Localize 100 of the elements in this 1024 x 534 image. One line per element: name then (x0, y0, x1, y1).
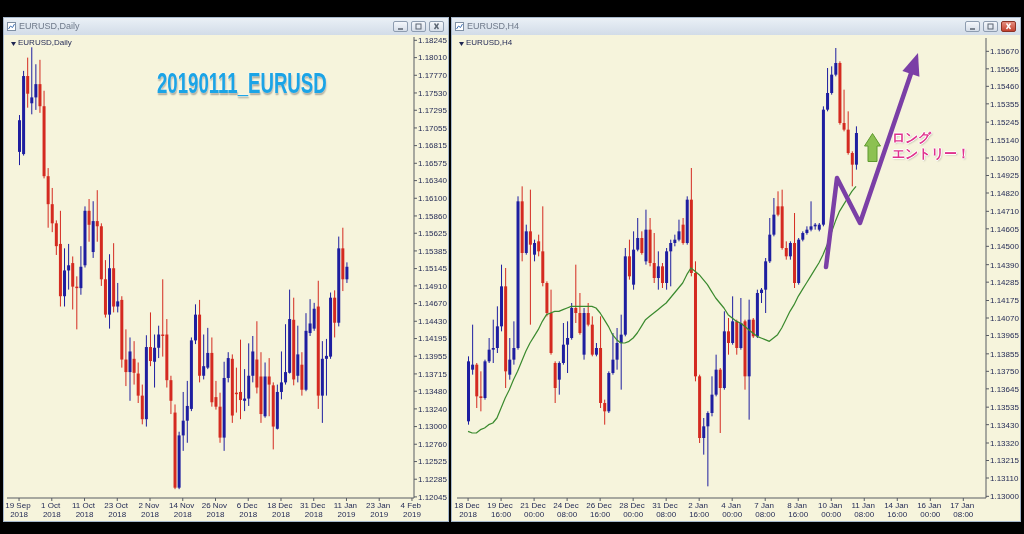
x-tick-label: 4 Feb 2019 (400, 501, 424, 519)
candlestick (284, 323, 288, 386)
x-tick-label: 31 Dec 2018 (299, 501, 328, 519)
candlestick (727, 317, 730, 356)
annotation: ロングエントリー！ (892, 130, 970, 162)
candlestick (140, 384, 144, 425)
x-tick-label: 24 Dec 08:00 (553, 501, 581, 519)
x-tick-label: 1 Oct 2018 (41, 501, 63, 519)
y-tick-label: 1.14605 (990, 224, 1020, 234)
x-tick-label: 26 Dec 16:00 (586, 501, 614, 519)
y-tick-label: 1.14500 (990, 242, 1020, 252)
candlestick (116, 282, 120, 313)
candlestick (38, 59, 42, 114)
y-tick-label: 1.14670 (418, 299, 448, 309)
candlestick (660, 262, 664, 289)
candlestick (636, 217, 640, 252)
y-tick-label: 1.15385 (418, 246, 448, 256)
candlestick (247, 342, 251, 407)
x-tick-label: 4 Jan 00:00 (721, 501, 744, 519)
candlestick (308, 298, 312, 337)
y-tick-label: 1.15860 (418, 211, 448, 221)
y-tick-label: 1.14710 (990, 207, 1020, 217)
candlestick (148, 311, 152, 367)
x-tick-label: 8 Jan 16:00 (787, 501, 810, 519)
y-tick-label: 1.17055 (418, 123, 448, 133)
x-tick-label: 6 Dec 2018 (236, 501, 260, 519)
y-tick-label: 1.14910 (418, 281, 448, 291)
x-tick-label: 19 Sep 2018 (5, 501, 33, 519)
candlestick (153, 334, 157, 389)
candlestick (491, 319, 495, 364)
y-tick-label: 1.13240 (418, 404, 448, 414)
y-tick-label: 1.13535 (990, 403, 1020, 413)
x-tick-label: 18 Dec 2018 (454, 501, 482, 519)
y-tick-label: 1.14175 (990, 296, 1020, 306)
y-tick-label: 1.14195 (418, 334, 448, 344)
y-tick-label: 1.13955 (418, 352, 448, 362)
y-tick-label: 1.12760 (418, 440, 448, 450)
y-tick-label: 1.15145 (418, 264, 448, 274)
y-tick-label: 1.15140 (990, 135, 1020, 145)
candlestick (528, 189, 532, 326)
text: EURUSD,Daily (19, 21, 80, 31)
y-tick-label: 1.17770 (418, 71, 448, 81)
candlestick (842, 89, 846, 132)
candlestick (495, 305, 499, 354)
text: EURUSD,H4 (467, 21, 520, 31)
candlestick (772, 197, 776, 237)
x-tick-label: 14 Nov 2018 (168, 501, 197, 519)
y-tick-label: 1.18010 (418, 53, 448, 63)
x-tick-label: 23 Jan 2019 (366, 501, 393, 519)
candlestick (788, 240, 792, 261)
candlestick (669, 239, 673, 287)
y-tick-label: 1.16815 (418, 141, 448, 151)
candlestick (202, 334, 206, 380)
x-tick-label: 2 Jan 16:00 (688, 501, 711, 519)
y-tick-label: 1.16100 (418, 194, 448, 204)
candlestick (512, 320, 516, 366)
y-tick-label: 1.14285 (990, 278, 1020, 288)
candlestick (826, 67, 830, 112)
y-tick-label: 1.14820 (990, 188, 1020, 198)
x-tick-label: 26 Nov 2018 (201, 501, 230, 519)
y-tick-label: 1.15670 (990, 47, 1020, 57)
candlestick (239, 339, 243, 420)
candlestick (830, 65, 834, 96)
candlestick (557, 360, 561, 396)
candlestick (30, 46, 34, 115)
candlestick (296, 325, 300, 383)
candlestick (574, 264, 578, 324)
y-tick-label: 1.15460 (990, 82, 1020, 92)
candlestick (128, 336, 132, 402)
candlestick (226, 351, 230, 383)
candlestick (132, 340, 136, 386)
candlestick (561, 322, 565, 366)
x-tick-label: 28 Dec 00:00 (619, 501, 647, 519)
x-tick-label: 11 Oct 2018 (71, 501, 98, 519)
y-tick-label: 1.15245 (990, 118, 1020, 128)
y-tick-label: 1.14925 (990, 171, 1020, 181)
x-tick-label: 7 Jan 08:00 (754, 501, 777, 519)
y-tick-label: 1.12045 (418, 492, 448, 502)
candlestick (169, 375, 173, 415)
candlestick (611, 332, 615, 376)
x-tick-label: 23 Oct 2018 (104, 501, 131, 519)
y-tick-label: 1.13965 (990, 331, 1020, 341)
y-tick-label: 1.13645 (990, 384, 1020, 394)
x-tick-label: 11 Jan 2019 (333, 501, 360, 519)
y-tick-label: 1.13855 (990, 349, 1020, 359)
x-tick-label: 11 Jan 08:00 (851, 501, 878, 519)
candlestick (731, 295, 735, 346)
candlestick (26, 57, 30, 109)
x-tick-label: 2 Nov 2018 (138, 501, 162, 519)
candlestick (834, 47, 838, 77)
candlestick (345, 261, 349, 284)
candlestick (87, 198, 91, 243)
y-tick-label: 1.15030 (990, 153, 1020, 163)
x-tick-label: 31 Dec 08:00 (652, 501, 680, 519)
candlestick (279, 350, 283, 400)
y-tick-label: 1.14070 (990, 313, 1020, 323)
y-tick-label: 1.12525 (418, 457, 448, 467)
y-tick-label: 1.16340 (418, 176, 448, 186)
candlestick (136, 362, 140, 404)
candlestick (586, 302, 590, 327)
